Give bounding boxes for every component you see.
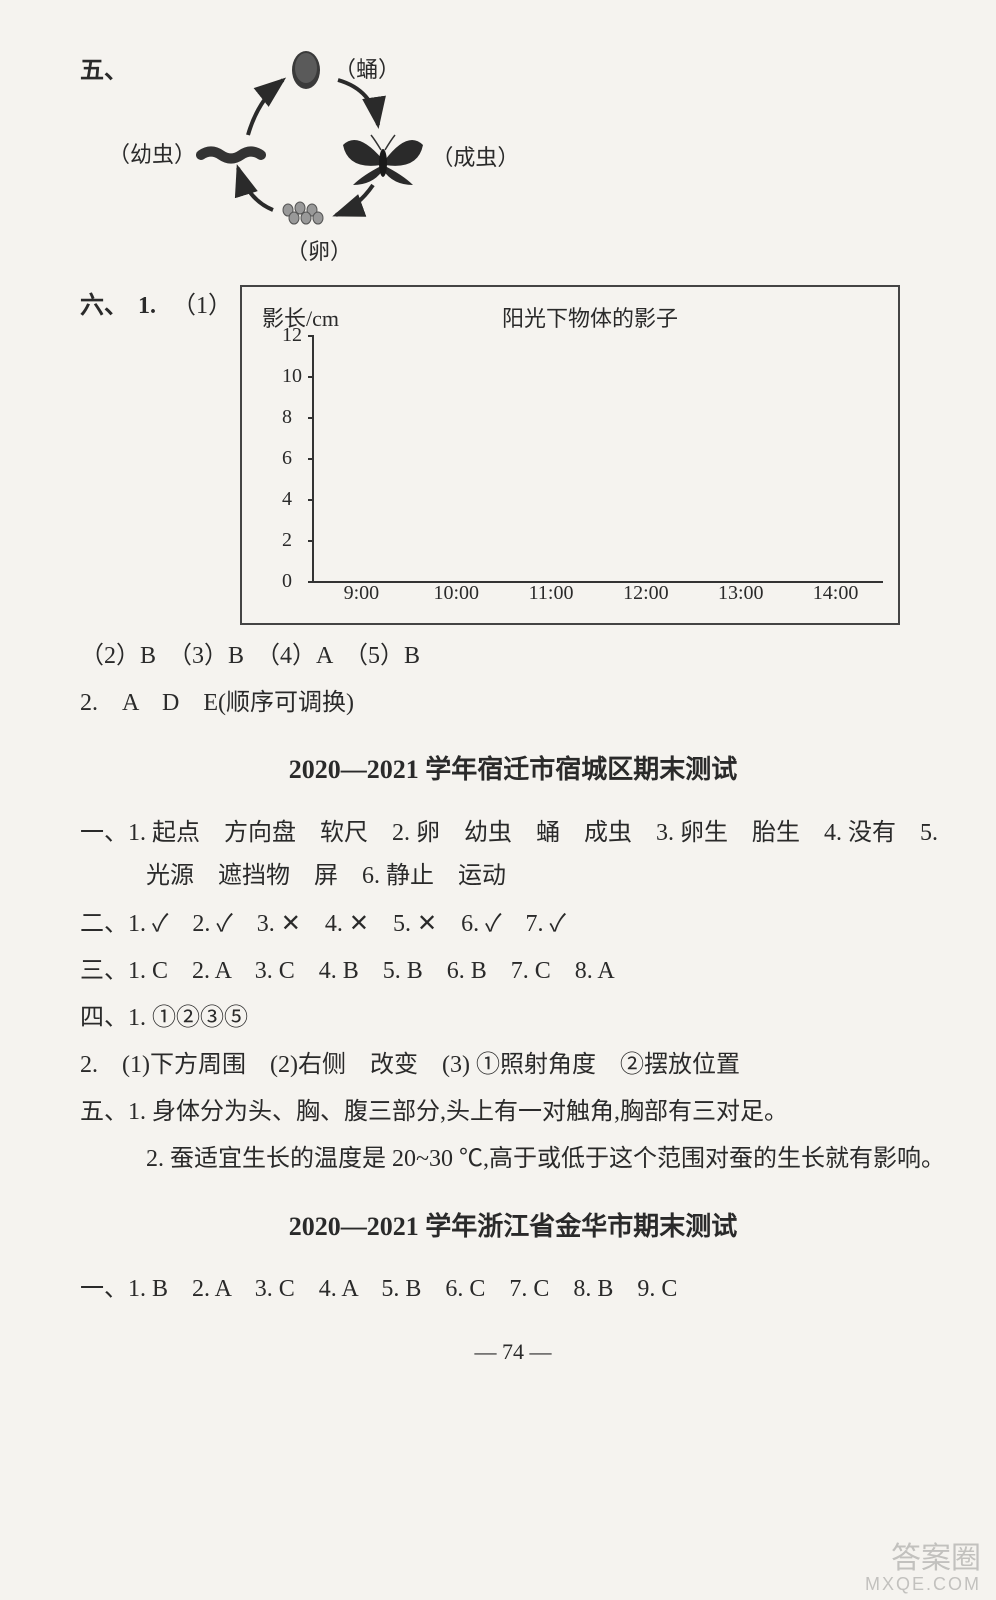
y-tick-label: 4: [282, 481, 292, 517]
test1-a4-2: 2. (1)下方周围 (2)右侧 改变 (3) ①照射角度 ②摆放位置: [80, 1044, 946, 1087]
section-6: 六、 1. （1） 影长/cm 阳光下物体的影子 0246810129:0010…: [80, 285, 946, 625]
x-tick-label: 13:00: [711, 575, 771, 611]
test1-a3: 三、1. C 2. A 3. C 4. B 5. B 6. B 7. C 8. …: [80, 950, 946, 993]
test1-title: 2020—2021 学年宿迁市宿城区期末测试: [80, 747, 946, 794]
y-tick-mark: [308, 376, 314, 378]
test1-a4-1: 四、1. ①②③⑤: [80, 997, 946, 1040]
shadow-chart: 影长/cm 阳光下物体的影子 0246810129:0010:0011:0012…: [240, 285, 900, 625]
watermark-main: 答案圈: [865, 1542, 981, 1575]
y-tick-label: 6: [282, 440, 292, 476]
x-tick-label: 9:00: [331, 575, 391, 611]
y-tick-mark: [308, 540, 314, 542]
y-tick-mark: [308, 499, 314, 501]
y-tick-label: 2: [282, 522, 292, 558]
test2-a1: 一、1. B 2. A 3. C 4. A 5. B 6. C 7. C 8. …: [80, 1268, 946, 1311]
q1-parts: （2）B （3）B （4）A （5）B: [80, 635, 946, 678]
chart-title: 阳光下物体的影子: [502, 299, 678, 339]
section-5: 五、 （蛹） （幼虫）: [80, 50, 946, 275]
x-tick-label: 11:00: [521, 575, 581, 611]
y-tick-label: 10: [282, 358, 302, 394]
test1-a5-1: 五、1. 身体分为头、胸、腹三部分,头上有一对触角,胸部有三对足。: [80, 1091, 946, 1134]
lifecycle-arrows: [138, 50, 518, 275]
y-tick-mark: [308, 335, 314, 337]
q2: 2. A D E(顺序可调换): [80, 682, 946, 725]
page-number: — 74 —: [80, 1332, 946, 1372]
y-tick-label: 12: [282, 317, 302, 353]
x-tick-label: 10:00: [426, 575, 486, 611]
x-tick-label: 12:00: [616, 575, 676, 611]
lifecycle-diagram: （蛹） （幼虫） （成虫）: [138, 50, 518, 275]
watermark-sub: MXQE.COM: [865, 1575, 981, 1595]
q1-part1: （1）: [172, 293, 232, 319]
y-tick-mark: [308, 581, 314, 583]
x-tick-label: 14:00: [806, 575, 866, 611]
y-tick-label: 8: [282, 399, 292, 435]
y-tick-mark: [308, 417, 314, 419]
test1-a5-2: 2. 蚕适宜生长的温度是 20~30 ℃,高于或低于这个范围对蚕的生长就有影响。: [80, 1138, 946, 1181]
q1-label: 1.: [138, 285, 156, 328]
section-5-label: 五、: [80, 50, 128, 93]
test2-title: 2020—2021 学年浙江省金华市期末测试: [80, 1204, 946, 1251]
chart-bars: [314, 335, 883, 581]
chart-plot-area: 0246810129:0010:0011:0012:0013:0014:00: [312, 335, 883, 583]
section-6-label: 六、: [80, 285, 128, 328]
test1-a1: 一、1. 起点 方向盘 软尺 2. 卵 幼虫 蛹 成虫 3. 卵生 胎生 4. …: [80, 812, 946, 898]
test1-a2: 二、1. ✓ 2. ✓ 3. ✕ 4. ✕ 5. ✕ 6. ✓ 7. ✓: [80, 903, 946, 946]
watermark: 答案圈 MXQE.COM: [865, 1542, 981, 1595]
y-tick-mark: [308, 458, 314, 460]
y-tick-label: 0: [282, 563, 292, 599]
